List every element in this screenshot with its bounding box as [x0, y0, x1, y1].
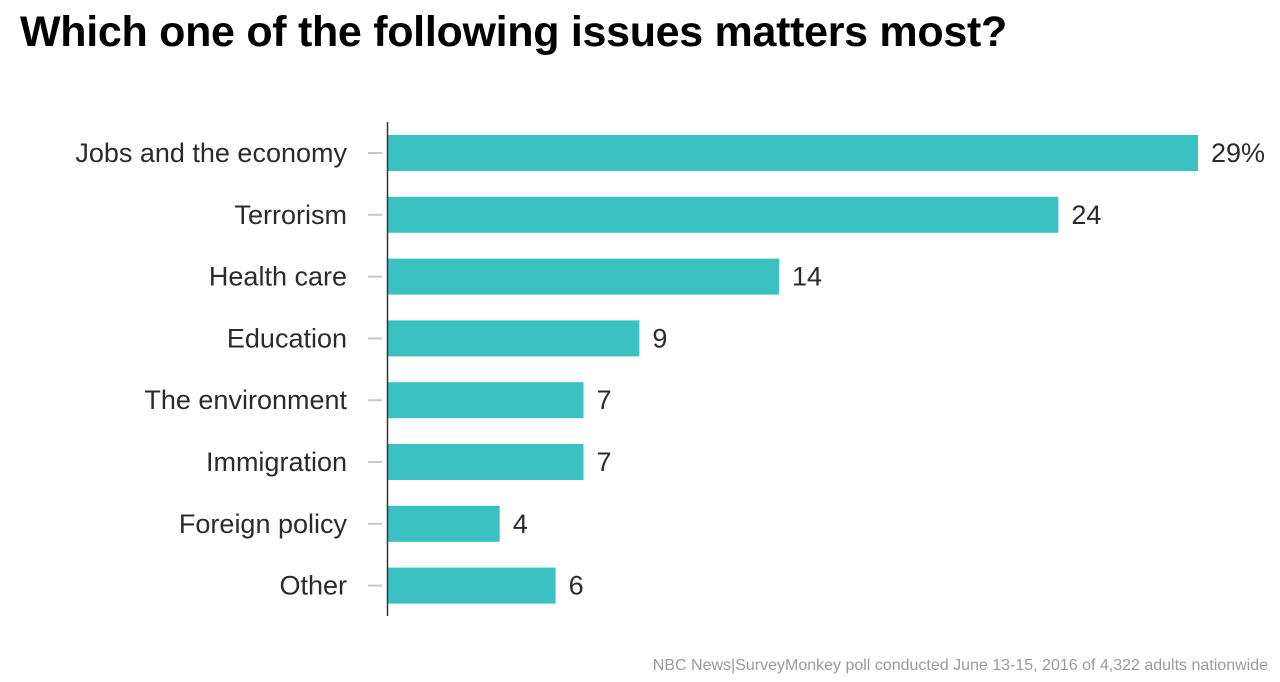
value-label: 14 [792, 262, 822, 292]
category-label: Foreign policy [179, 509, 348, 539]
value-label: 6 [569, 571, 584, 601]
category-label: Other [279, 571, 347, 601]
bar [388, 567, 556, 604]
chart-title: Which one of the following issues matter… [20, 8, 1007, 56]
bar [388, 196, 1059, 233]
bar [388, 258, 780, 295]
value-label: 4 [513, 509, 528, 539]
value-label: 7 [597, 385, 612, 415]
category-label: The environment [144, 385, 347, 415]
bar [388, 135, 1198, 171]
bar [388, 382, 584, 419]
value-label: 9 [652, 323, 667, 353]
bars-group: Jobs and the economy 29% Terrorism 24 Health… [75, 135, 1265, 604]
category-label: Terrorism [235, 200, 348, 230]
value-label: 29% [1211, 138, 1265, 168]
value-label: 7 [597, 447, 612, 477]
category-label: Jobs and the economy [75, 138, 347, 168]
category-label: Health care [209, 262, 347, 292]
category-label: Education [227, 323, 347, 353]
bar [388, 320, 640, 357]
category-label: Immigration [206, 447, 347, 477]
bar [388, 444, 584, 480]
source-note: NBC News|SurveyMonkey poll conducted Jun… [652, 657, 1268, 674]
bar [388, 505, 500, 542]
value-label: 24 [1071, 200, 1101, 230]
